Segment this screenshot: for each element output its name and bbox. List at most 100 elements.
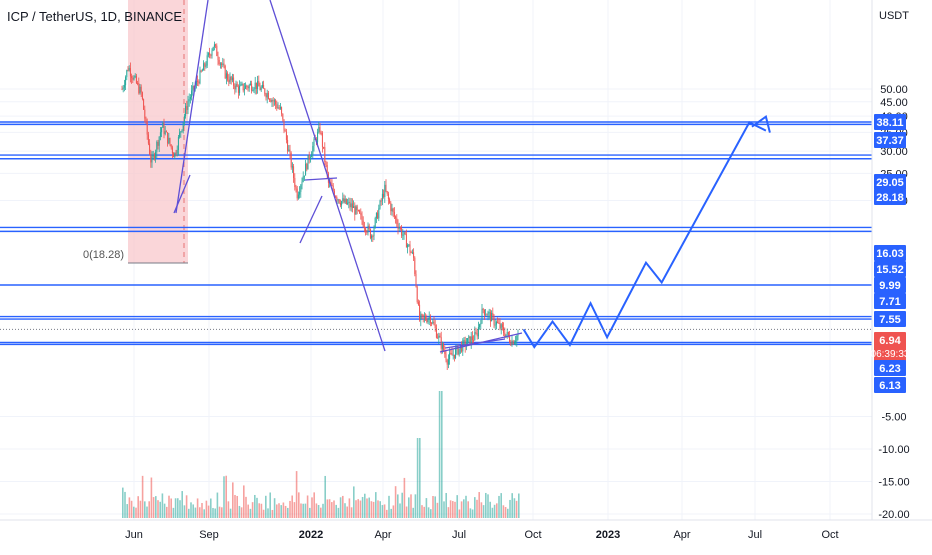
volume-bar	[511, 493, 513, 518]
candle-body	[510, 341, 512, 346]
volume-bar	[324, 475, 326, 518]
volume-bar	[300, 503, 302, 518]
volume-bar	[410, 494, 412, 518]
candle-body	[405, 234, 407, 248]
candle-body	[218, 60, 220, 65]
candle-body	[157, 142, 159, 146]
volume-bar	[328, 499, 331, 518]
candle-body	[152, 154, 154, 157]
candle-body	[426, 319, 428, 323]
candle-body	[438, 335, 440, 339]
candle-body	[458, 348, 460, 355]
candle-body	[149, 143, 151, 155]
volume-bar	[515, 500, 518, 518]
candle-body	[390, 202, 392, 212]
candle-body	[487, 312, 489, 316]
price-level-label: 7.55	[879, 314, 900, 326]
price-level-badge	[874, 360, 906, 376]
volume-bar	[322, 503, 324, 518]
volume-bar	[150, 477, 153, 518]
candle-body	[503, 327, 505, 333]
candle-body	[509, 336, 511, 342]
candle-body	[336, 196, 338, 200]
candle-body	[219, 63, 221, 65]
candle-body	[137, 83, 139, 85]
candle-body	[284, 130, 286, 132]
trend-line	[269, 0, 386, 352]
volume-bar	[309, 507, 311, 518]
volume-bar	[337, 507, 340, 518]
candle-body	[428, 316, 430, 319]
candle-body	[363, 226, 365, 229]
candle-body	[227, 73, 229, 80]
candle-body	[348, 201, 350, 203]
price-axis-tick: -5.00	[881, 412, 906, 424]
volume-bar	[179, 500, 181, 518]
candle-body	[461, 345, 463, 352]
candle-body	[350, 203, 352, 208]
candle-body	[275, 100, 277, 105]
candle-body	[261, 84, 263, 88]
candle-body	[169, 137, 171, 145]
volume-bar	[500, 493, 502, 518]
candle-body	[163, 122, 165, 134]
candle-body	[210, 54, 212, 56]
price-level-badge	[874, 277, 906, 293]
candle-body	[245, 85, 247, 89]
time-axis-tick: Apr	[673, 529, 690, 541]
candle-body	[434, 324, 436, 328]
candle-body	[170, 144, 172, 148]
candle-body	[468, 336, 470, 339]
candle-body	[485, 314, 487, 316]
candle-body	[233, 77, 235, 86]
price-level-label: 38.11	[877, 117, 904, 129]
volume-bar	[282, 502, 285, 518]
time-axis-tick: Jul	[452, 529, 466, 541]
volume-bar	[251, 502, 254, 518]
volume-bar	[201, 503, 203, 518]
candle-body	[463, 340, 465, 342]
price-axis-tick: 30.00	[880, 146, 908, 158]
price-axis-tick: 50.00	[880, 84, 908, 96]
candle-body	[200, 70, 202, 72]
volume-bar	[245, 496, 247, 518]
volume-bar	[408, 497, 410, 518]
volume-bar	[443, 501, 445, 518]
candle-body	[145, 118, 147, 122]
volume-bar	[234, 494, 236, 518]
candle-body	[173, 153, 175, 158]
candle-body	[511, 340, 513, 346]
volume-bar	[267, 508, 269, 518]
volume-bar	[141, 475, 144, 518]
time-axis-tick: 2022	[299, 529, 323, 541]
volume-bar	[315, 503, 318, 518]
candle-body	[445, 354, 447, 361]
candle-body	[191, 90, 193, 98]
price-level-badge	[874, 377, 906, 393]
candle-body	[134, 75, 136, 77]
volume-bar	[375, 492, 377, 518]
fib-level-label: 0(18.28)	[83, 249, 124, 261]
trend-line	[299, 195, 323, 244]
candle-body	[252, 90, 254, 92]
candle-body	[497, 321, 499, 323]
volume-bar	[212, 507, 214, 518]
candle-body	[411, 252, 413, 254]
candle-body	[341, 201, 343, 206]
volume-bar	[366, 498, 368, 518]
candle-body	[158, 136, 160, 146]
candle-body	[132, 77, 134, 80]
candle-body	[192, 85, 194, 91]
candle-body	[319, 127, 321, 133]
candle-body	[258, 80, 260, 87]
candle-body	[471, 336, 473, 341]
volume-bar	[436, 502, 439, 518]
time-axis-tick: 2023	[596, 529, 620, 541]
candle-body	[353, 206, 355, 208]
volume-bar	[199, 507, 201, 518]
volume-bar	[163, 503, 166, 518]
candle-body	[129, 68, 131, 77]
candle-body	[138, 83, 140, 94]
